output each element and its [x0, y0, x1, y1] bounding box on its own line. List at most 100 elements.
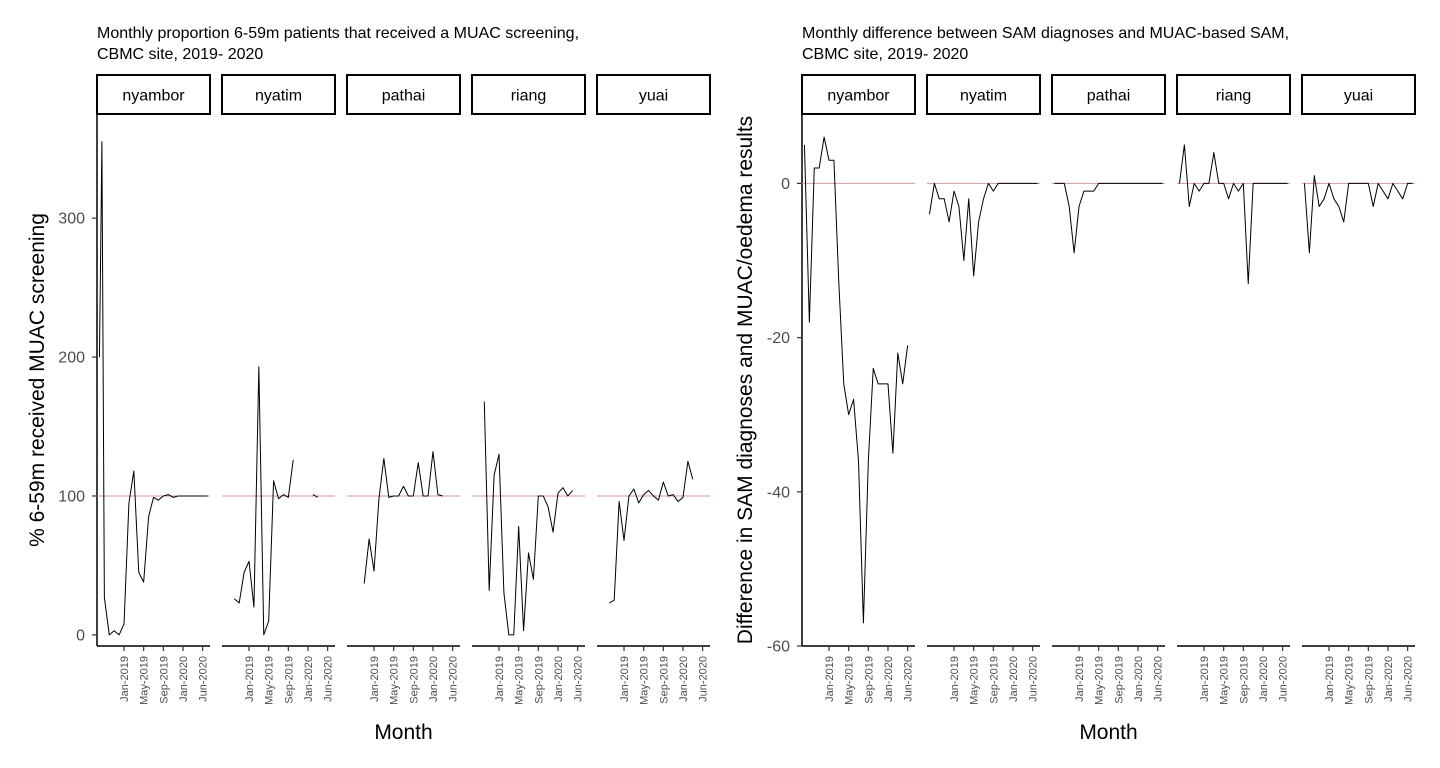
facet-strip [471, 74, 586, 115]
x-tick-label: May-2019 [1094, 656, 1106, 705]
y-tick-label: 300 [58, 211, 85, 228]
x-tick-label: Jan-2019 [1324, 656, 1336, 702]
x-tick-label: Jan-2020 [1383, 656, 1395, 702]
x-tick-label: May-2019 [1219, 656, 1231, 705]
chart-panel-2: Monthly difference between SAM diagnoses… [734, 25, 1416, 744]
y-tick-label: 100 [58, 488, 85, 505]
chart-title: Monthly difference between SAM diagnoses… [802, 25, 1289, 42]
x-tick-label: Sep-2019 [1113, 656, 1125, 704]
facet-strip-label: nyatim [255, 88, 302, 105]
facet-strip [1176, 74, 1291, 115]
series-line [98, 141, 208, 636]
x-tick-label: Jun-2020 [448, 656, 460, 702]
facet-strip-label: yuai [1344, 88, 1373, 105]
chart-subtitle: CBMC site, 2019- 2020 [97, 46, 263, 63]
x-tick-label: Jun-2020 [903, 656, 915, 702]
chart-subtitle: CBMC site, 2019- 2020 [802, 46, 968, 63]
x-tick-label: Jan-2019 [1074, 656, 1086, 702]
x-tick-label: May-2019 [639, 656, 651, 705]
x-tick-label: Jan-2020 [883, 656, 895, 702]
x-tick-label: Jun-2020 [1278, 656, 1290, 702]
x-tick-label: May-2019 [1344, 656, 1356, 705]
y-tick-label: 200 [58, 350, 85, 367]
facet-strip-label: pathai [382, 88, 426, 105]
facet-strip-label: nyambor [827, 88, 890, 105]
facet-nyatim: nyatim Jan-2019 May-2019 Sep-2019 Jan-2020 Ju… [926, 74, 1041, 705]
x-tick-label: Sep-2019 [988, 656, 1000, 704]
facet-strip [96, 74, 211, 115]
facet-strip [346, 74, 461, 115]
x-tick-label: Jan-2019 [1199, 656, 1211, 702]
x-tick-label: Jun-2020 [323, 656, 335, 702]
x-tick-label: Jan-2020 [1258, 656, 1270, 702]
x-tick-label: Jun-2020 [1153, 656, 1165, 702]
series-line [928, 182, 1038, 277]
x-tick-label: Jun-2020 [1028, 656, 1040, 702]
x-tick-label: Jan-2020 [1133, 656, 1145, 702]
facet-strip-label: riang [511, 88, 547, 105]
x-tick-label: Sep-2019 [1238, 656, 1250, 704]
series-line [363, 451, 443, 584]
x-tick-label: Jan-2019 [244, 656, 256, 702]
facet-pathai: pathai Jan-2019 May-2019 Sep-2019 Jan-2020 Ju… [346, 74, 461, 705]
facet-strip [596, 74, 711, 115]
facet-strip [221, 74, 336, 115]
x-tick-label: Jan-2019 [119, 656, 131, 702]
y-tick-label: -20 [767, 330, 790, 347]
x-tick-label: May-2019 [389, 656, 401, 705]
series-line [803, 136, 909, 624]
series-line [312, 494, 319, 498]
facet-riang: riang Jan-2019 May-2019 Sep-2019 Jan-2020 Jun… [1176, 74, 1291, 705]
chart-title: Monthly proportion 6-59m patients that r… [97, 25, 579, 42]
y-tick-label: 0 [76, 627, 85, 644]
x-tick-label: Jan-2019 [369, 656, 381, 702]
facet-strip [1301, 74, 1416, 115]
series-line [1178, 144, 1288, 285]
x-tick-label: Jan-2020 [678, 656, 690, 702]
x-tick-label: Jan-2019 [494, 656, 506, 702]
facet-nyambor: nyambor Jan-2019 May-2019 Sep-2019 Jan-2020 J… [96, 74, 211, 705]
x-tick-label: Sep-2019 [1363, 656, 1375, 704]
y-tick-label: 0 [781, 176, 790, 193]
x-tick-label: Jan-2020 [1008, 656, 1020, 702]
x-tick-label: Jun-2020 [573, 656, 585, 702]
x-axis-title: Month [1079, 721, 1137, 744]
facet-strip-label: nyatim [960, 88, 1007, 105]
x-tick-label: May-2019 [139, 656, 151, 705]
facet-pathai: pathai Jan-2019 May-2019 Sep-2019 Jan-2020 Ju… [1051, 74, 1166, 705]
x-tick-label: Jan-2020 [553, 656, 565, 702]
x-tick-label: Jan-2020 [428, 656, 440, 702]
facet-yuai: yuai Jan-2019 May-2019 Sep-2019 Jan-2020 Jun-… [596, 74, 711, 705]
x-tick-label: Sep-2019 [658, 656, 670, 704]
x-tick-label: Sep-2019 [158, 656, 170, 704]
series-line [233, 366, 294, 636]
facet-riang: riang Jan-2019 May-2019 Sep-2019 Jan-2020 Jun… [471, 74, 586, 705]
x-tick-label: May-2019 [514, 656, 526, 705]
facet-strip [801, 74, 916, 115]
facet-strip [1051, 74, 1166, 115]
x-axis-title: Month [374, 721, 432, 744]
x-tick-label: Jan-2019 [949, 656, 961, 702]
facet-strip-label: nyambor [122, 88, 185, 105]
facet-strip [926, 74, 1041, 115]
series-line [1054, 182, 1163, 254]
series-line [1303, 175, 1413, 254]
x-tick-label: Jan-2019 [619, 656, 631, 702]
x-tick-label: May-2019 [264, 656, 276, 705]
x-tick-label: Sep-2019 [533, 656, 545, 704]
y-axis-title: % 6-59m received MUAC screening [26, 213, 49, 547]
y-axis-title: Difference in SAM diagnoses and MUAC/oed… [734, 116, 757, 644]
chart-panel-1: Monthly proportion 6-59m patients that r… [26, 25, 711, 744]
facet-yuai: yuai Jan-2019 May-2019 Sep-2019 Jan-2020 Jun-… [1301, 74, 1416, 705]
series-line [609, 460, 694, 604]
facet-strip-label: riang [1216, 88, 1252, 105]
series-line [483, 401, 574, 636]
x-tick-label: Sep-2019 [408, 656, 420, 704]
x-tick-label: May-2019 [844, 656, 856, 705]
x-tick-label: May-2019 [969, 656, 981, 705]
facet-strip-label: pathai [1087, 88, 1131, 105]
x-tick-label: Jan-2020 [303, 656, 315, 702]
y-tick-label: -60 [767, 639, 790, 656]
x-tick-label: Sep-2019 [283, 656, 295, 704]
